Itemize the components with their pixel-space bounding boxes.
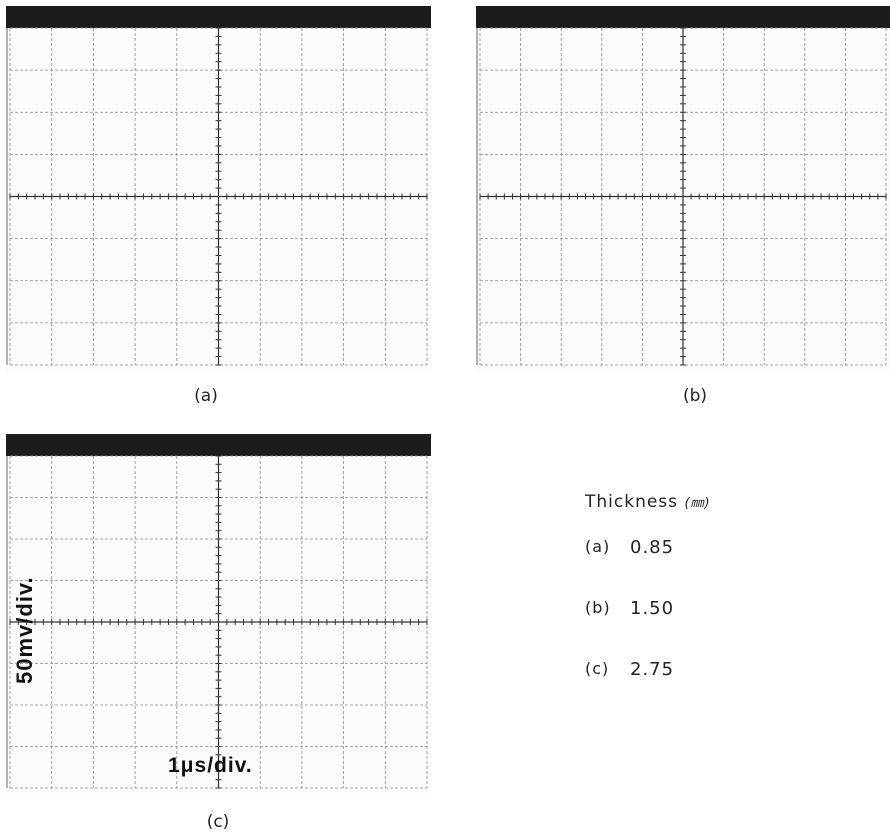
vertical-scale-label: 50mv/div.: [12, 576, 37, 684]
oscilloscope-screen-c: 50mv/div. 1μs/div.: [6, 434, 431, 794]
oscilloscope-screen-b: [476, 6, 890, 371]
legend-row-c: (c) 2.75: [585, 659, 711, 691]
top-trace-band: [6, 6, 431, 28]
legend-row-value: 1.50: [630, 598, 675, 619]
graticule-a: [6, 6, 431, 366]
legend-title-text: Thickness: [585, 492, 679, 512]
legend-unit: (㎜): [684, 496, 711, 511]
legend-row-value: 2.75: [630, 659, 675, 680]
graticule-c: [6, 434, 431, 789]
horizontal-scale-label: 1μs/div.: [168, 754, 253, 777]
legend-row-label: (a): [585, 537, 611, 556]
legend-row-label: (b): [585, 598, 611, 617]
legend-row-label: (c): [585, 659, 610, 678]
caption-c: (c): [206, 812, 230, 832]
thickness-legend: Thickness (㎜) (a) 0.85 (b) 1.50 (c) 2.75: [585, 492, 711, 720]
legend-row-a: (a) 0.85: [585, 537, 711, 569]
oscilloscope-screen-a: [6, 6, 431, 371]
legend-row-b: (b) 1.50: [585, 598, 711, 630]
legend-title: Thickness (㎜): [585, 492, 711, 512]
top-trace-band: [6, 434, 431, 456]
legend-row-value: 0.85: [630, 537, 675, 558]
caption-b: (b): [682, 386, 708, 406]
caption-a: (a): [194, 386, 218, 406]
graticule-b: [476, 6, 890, 366]
top-trace-band: [476, 6, 890, 28]
